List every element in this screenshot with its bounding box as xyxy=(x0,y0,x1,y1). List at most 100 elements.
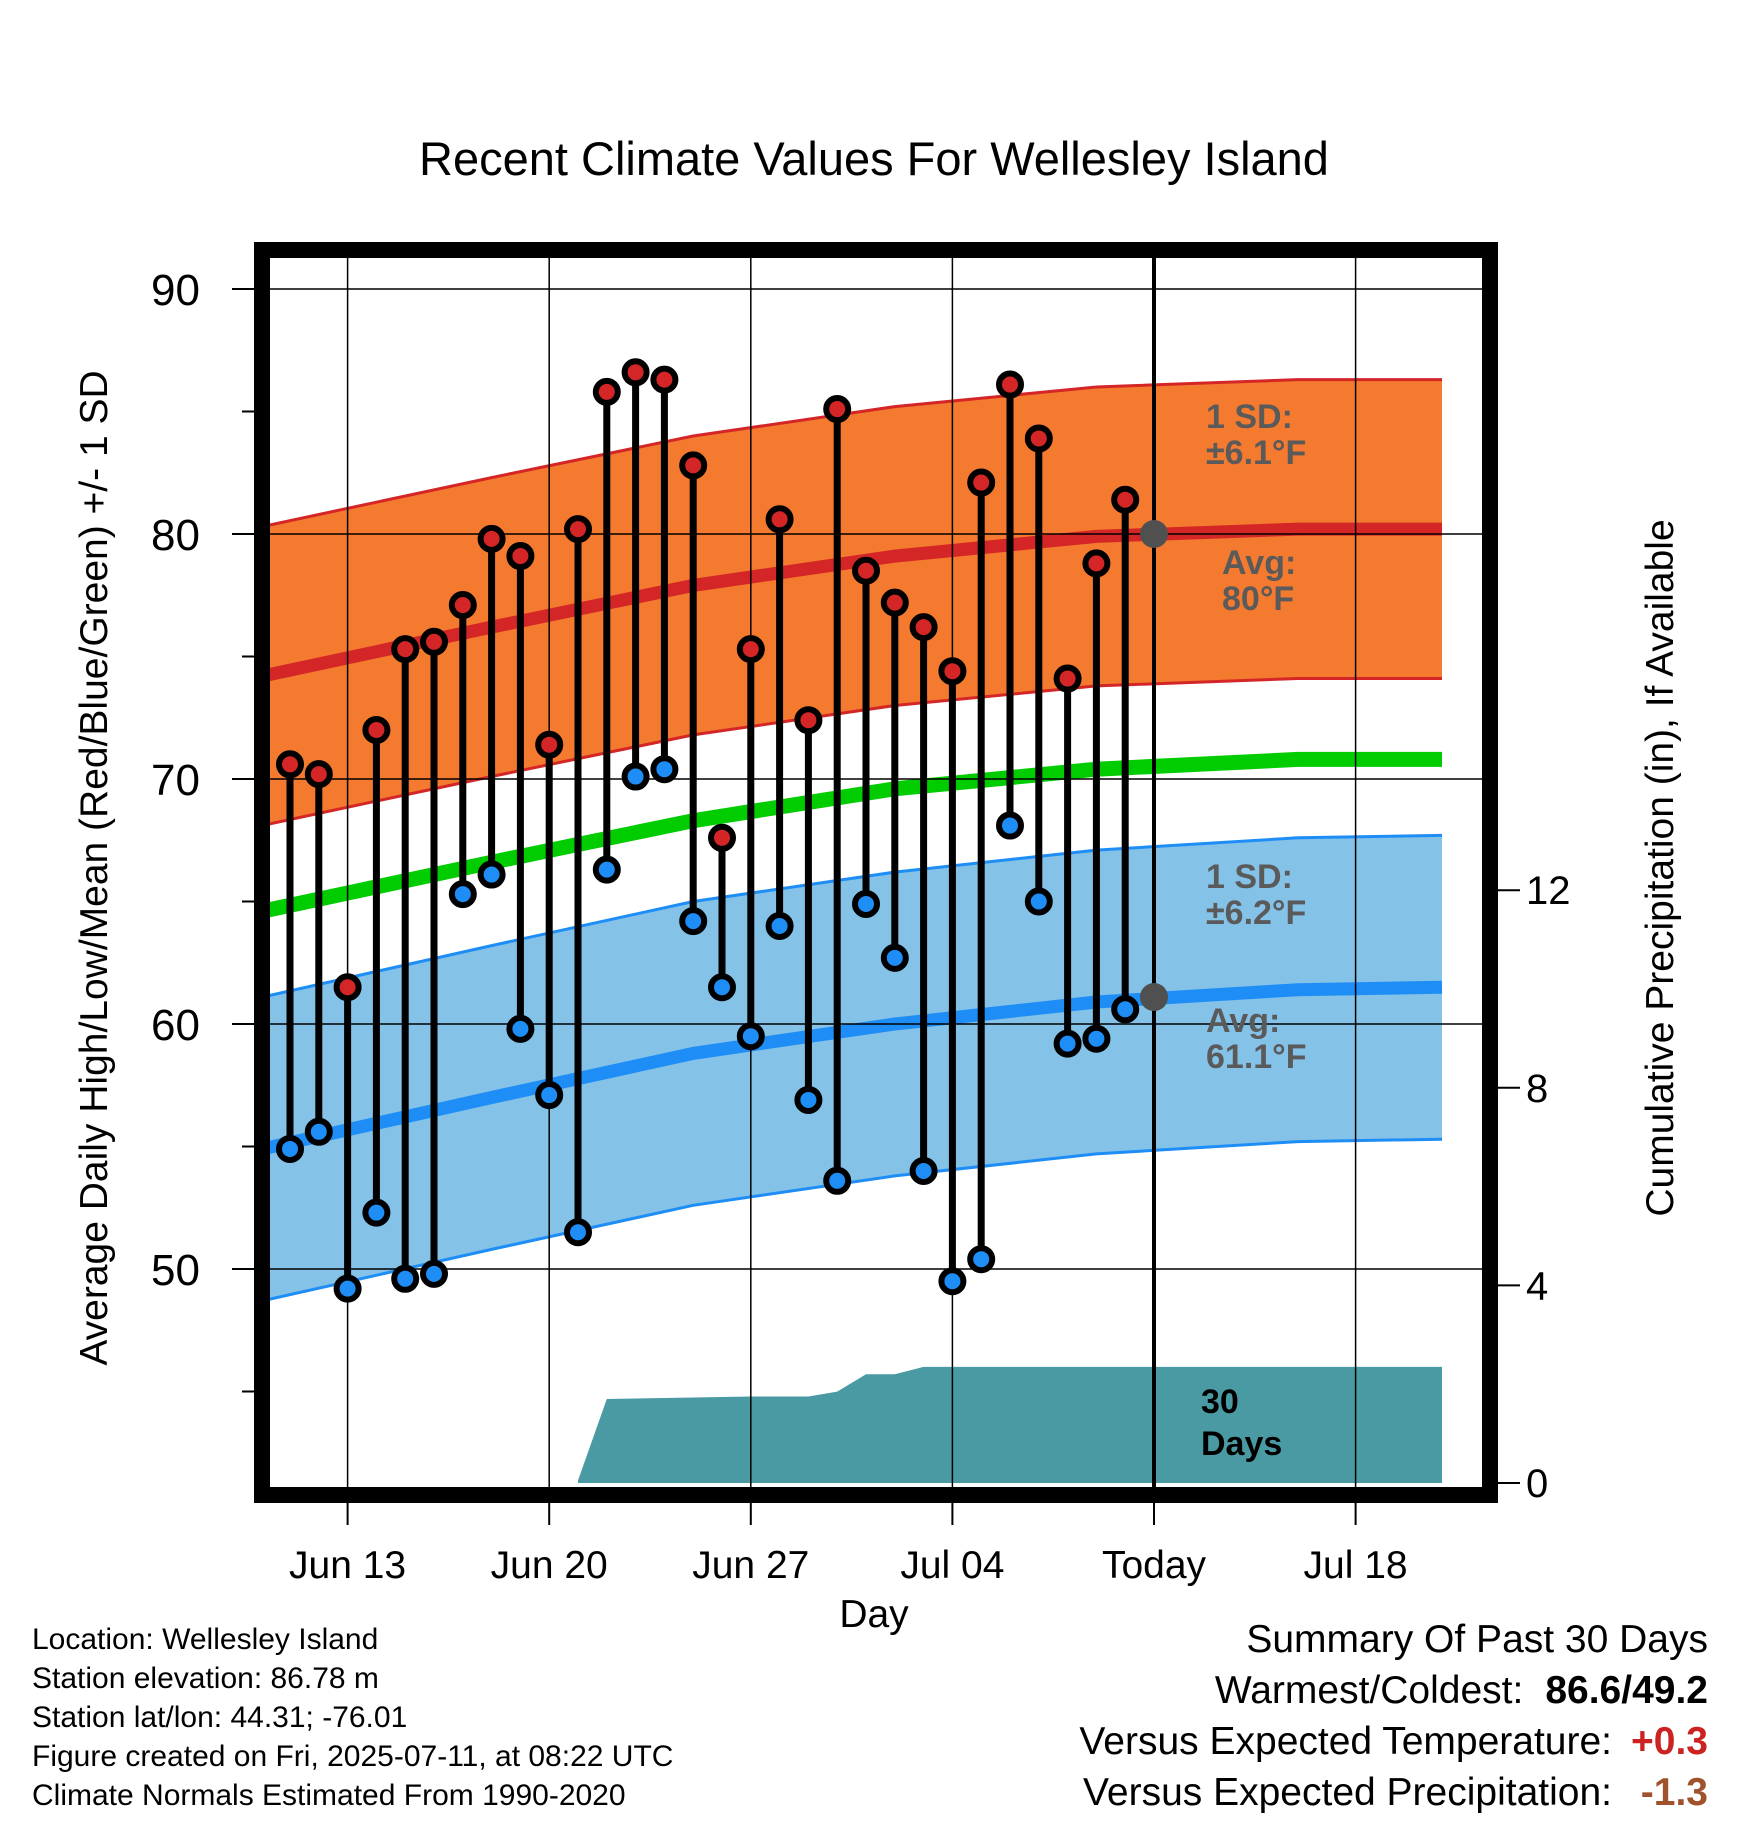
plot-content xyxy=(262,250,1490,1495)
x-tick-label: Jul 04 xyxy=(900,1544,1004,1587)
daily-high-marker xyxy=(448,591,477,620)
daily-high-marker xyxy=(1082,549,1111,578)
location-text: Location: Wellesley Island xyxy=(32,1623,379,1656)
daily-high-marker xyxy=(794,706,823,735)
daily-high-marker xyxy=(276,750,304,779)
y-tick-label: 50 xyxy=(151,1246,200,1295)
daily-low-marker xyxy=(823,1166,852,1195)
high-sd-label: 1 SD: ±6.1°F xyxy=(1206,398,1306,472)
daily-high-marker xyxy=(967,468,996,497)
daily-low-marker xyxy=(967,1245,996,1274)
low-sd-band xyxy=(262,835,1442,1301)
daily-low-marker xyxy=(1082,1024,1111,1053)
precip-area xyxy=(578,1366,1442,1483)
daily-low-marker xyxy=(909,1157,938,1185)
daily-high-marker xyxy=(650,365,679,394)
daily-low-marker xyxy=(736,1022,765,1051)
daily-high-marker xyxy=(823,395,852,424)
daily-high-marker xyxy=(304,760,333,789)
daily-high-marker xyxy=(852,556,880,585)
daily-high-marker xyxy=(679,451,708,480)
chart-title: Recent Climate Values For Wellesley Isla… xyxy=(419,132,1329,185)
daily-low-marker xyxy=(564,1218,592,1247)
daily-low-marker xyxy=(1111,995,1140,1024)
daily-low-marker xyxy=(592,855,621,884)
daily-low-marker xyxy=(448,880,477,909)
x-tick-label: Jul 18 xyxy=(1304,1544,1408,1587)
daily-high-marker xyxy=(708,823,736,852)
today-avg-low-marker xyxy=(1140,983,1168,1012)
daily-high-marker xyxy=(391,635,420,664)
daily-high-marker xyxy=(1111,485,1140,514)
daily-high-marker xyxy=(362,716,391,744)
y-tick-label: 70 xyxy=(151,756,200,805)
precip-label: Versus Expected Precipitation: xyxy=(1083,1771,1612,1814)
daily-high-marker xyxy=(535,730,564,759)
daily-high-marker xyxy=(420,627,448,656)
low-sd-band-lower-edge xyxy=(262,1137,1443,1303)
daily-high-marker xyxy=(996,370,1024,399)
temp-value: +0.3 xyxy=(1631,1720,1708,1763)
high-avg-label: Avg: 80°F xyxy=(1222,544,1296,618)
warm-cold-value: 86.6/49.2 xyxy=(1545,1669,1708,1712)
daily-low-marker xyxy=(938,1267,967,1296)
daily-high-marker xyxy=(736,635,765,664)
x-tick-label: Jun 27 xyxy=(692,1544,809,1587)
daily-low-marker xyxy=(1024,887,1053,916)
daily-high-marker xyxy=(621,358,650,387)
daily-low-marker xyxy=(362,1198,391,1227)
daily-low-marker xyxy=(333,1274,362,1303)
low-avg-label: Avg: 61.1°F xyxy=(1206,1002,1307,1076)
daily-high-marker xyxy=(880,588,909,617)
y-tick-label: 80 xyxy=(151,511,200,560)
daily-low-marker xyxy=(621,762,650,791)
daily-low-marker xyxy=(1053,1029,1082,1058)
daily-high-marker xyxy=(592,377,621,406)
x-tick-label: Today xyxy=(1102,1544,1207,1587)
daily-high-marker xyxy=(506,542,535,571)
daily-low-marker xyxy=(276,1134,304,1163)
summary-title: Summary Of Past 30 Days xyxy=(1246,1618,1708,1661)
daily-low-marker xyxy=(535,1081,564,1110)
y2-tick-label: 0 xyxy=(1526,1462,1548,1506)
high-sd-band xyxy=(262,379,1442,826)
summary-warm-cold: Warmest/Coldest: 86.6/49.2 xyxy=(1079,1665,1708,1716)
summary-precip: Versus Expected Precipitation: -1.3 xyxy=(1079,1767,1708,1818)
daily-high-marker xyxy=(909,613,938,642)
daily-low-marker xyxy=(506,1014,535,1043)
y2-tick-label: 12 xyxy=(1526,869,1571,913)
normals-text: Climate Normals Estimated From 1990-2020 xyxy=(32,1779,626,1812)
daily-low-marker xyxy=(679,907,708,936)
temp-label: Versus Expected Temperature: xyxy=(1079,1720,1612,1763)
station-info: Location: Wellesley Island Station eleva… xyxy=(32,1620,673,1815)
daily-low-marker xyxy=(880,943,909,972)
summary-panel: Summary Of Past 30 Days Warmest/Coldest:… xyxy=(1079,1614,1708,1818)
daily-high-marker xyxy=(938,657,967,686)
y-axis-title: Average Daily High/Low/Mean (Red/Blue/Gr… xyxy=(73,370,116,1365)
x-tick-label: Jun 13 xyxy=(289,1544,406,1587)
daily-low-marker xyxy=(391,1264,420,1293)
daily-low-marker xyxy=(650,755,679,784)
daily-high-marker xyxy=(1053,664,1082,693)
daily-high-marker xyxy=(564,515,592,544)
y2-tick-label: 4 xyxy=(1526,1264,1548,1308)
y2-axis-title: Cumulative Precipitation (in), If Availa… xyxy=(1639,519,1682,1216)
daily-low-marker xyxy=(794,1085,823,1114)
summary-temp: Versus Expected Temperature: +0.3 xyxy=(1079,1716,1708,1767)
daily-high-marker xyxy=(1024,424,1053,453)
elevation-text: Station elevation: 86.78 m xyxy=(32,1662,379,1695)
period-label: 30 Days xyxy=(1201,1383,1282,1463)
daily-high-marker xyxy=(333,973,362,1002)
daily-low-marker xyxy=(304,1117,333,1146)
today-avg-high-marker xyxy=(1140,520,1168,548)
plot-frame xyxy=(254,242,1498,1503)
precip-value: -1.3 xyxy=(1640,1771,1708,1814)
created-text: Figure created on Fri, 2025-07-11, at 08… xyxy=(32,1740,674,1773)
latlon-text: Station lat/lon: 44.31; -76.01 xyxy=(32,1701,408,1734)
warm-cold-label: Warmest/Coldest: xyxy=(1214,1669,1524,1712)
x-axis-title: Day xyxy=(839,1593,909,1636)
daily-high-marker xyxy=(477,524,506,553)
y-tick-label: 60 xyxy=(151,1001,200,1050)
low-sd-label: 1 SD: ±6.2°F xyxy=(1206,858,1306,932)
